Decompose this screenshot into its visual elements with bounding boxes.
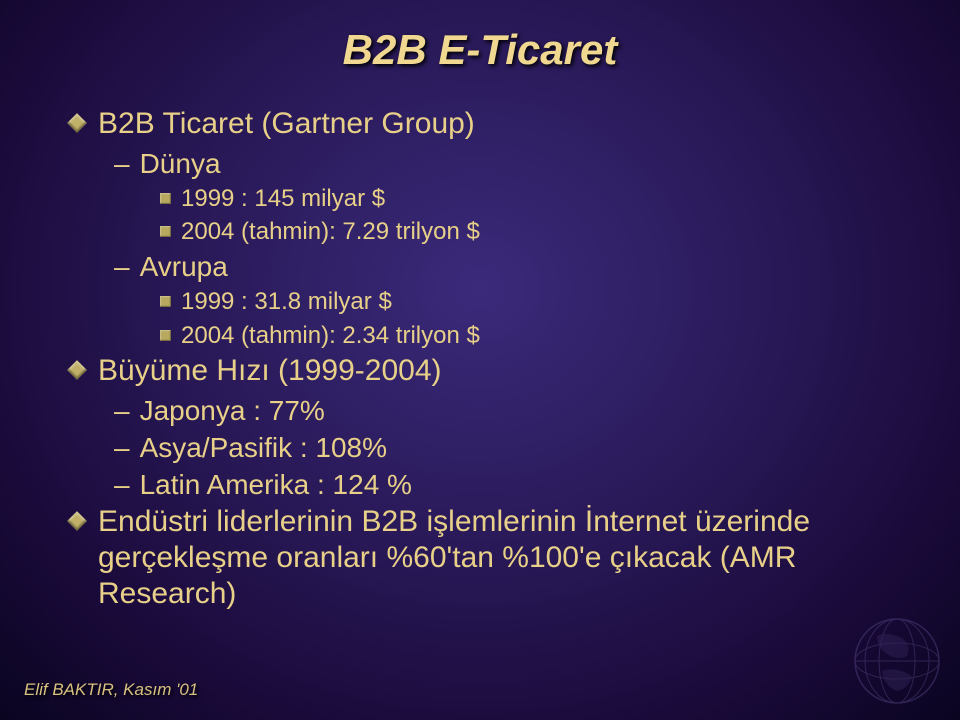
- square-icon: [160, 330, 171, 341]
- diamond-icon: [67, 360, 87, 380]
- bullet-item: 1999 : 31.8 milyar $: [160, 286, 900, 317]
- dash-icon: –: [114, 393, 130, 428]
- dash-icon: –: [114, 430, 130, 465]
- slide-title: B2B E-Ticaret: [0, 26, 960, 74]
- globe-icon: [822, 606, 942, 706]
- diamond-icon: [67, 511, 87, 531]
- bullet-item: 2004 (tahmin): 7.29 trilyon $: [160, 216, 900, 247]
- bullet-item: 1999 : 145 milyar $: [160, 183, 900, 214]
- bullet-text: Avrupa: [140, 249, 228, 284]
- bullet-text: Endüstri liderlerinin B2B işlemlerinin İ…: [98, 504, 900, 612]
- bullet-item: – Asya/Pasifik : 108%: [114, 430, 900, 465]
- bullet-text: 2004 (tahmin): 7.29 trilyon $: [181, 216, 480, 247]
- dash-icon: –: [114, 249, 130, 284]
- square-icon: [160, 296, 171, 307]
- bullet-item: – Japonya : 77%: [114, 393, 900, 428]
- footer-text: Elif BAKTIR, Kasım '01: [24, 680, 198, 700]
- bullet-text: 1999 : 145 milyar $: [181, 183, 385, 214]
- bullet-item: – Dünya: [114, 146, 900, 181]
- bullet-text: B2B Ticaret (Gartner Group): [98, 106, 475, 142]
- bullet-item: – Latin Amerika : 124 %: [114, 467, 900, 502]
- bullet-item: 2004 (tahmin): 2.34 trilyon $: [160, 320, 900, 351]
- bullet-item: Endüstri liderlerinin B2B işlemlerinin İ…: [70, 504, 900, 612]
- dash-icon: –: [114, 146, 130, 181]
- square-icon: [160, 193, 171, 204]
- bullet-item: Büyüme Hızı (1999-2004): [70, 353, 900, 389]
- bullet-text: Japonya : 77%: [140, 393, 325, 428]
- bullet-text: Latin Amerika : 124 %: [140, 467, 412, 502]
- square-icon: [160, 226, 171, 237]
- dash-icon: –: [114, 467, 130, 502]
- bullet-item: B2B Ticaret (Gartner Group): [70, 106, 900, 142]
- bullet-text: 2004 (tahmin): 2.34 trilyon $: [181, 320, 480, 351]
- bullet-text: 1999 : 31.8 milyar $: [181, 286, 392, 317]
- bullet-text: Dünya: [140, 146, 221, 181]
- bullet-text: Büyüme Hızı (1999-2004): [98, 353, 442, 389]
- bullet-text: Asya/Pasifik : 108%: [140, 430, 387, 465]
- slide-content: B2B Ticaret (Gartner Group) – Dünya 1999…: [70, 106, 900, 616]
- diamond-icon: [67, 113, 87, 133]
- bullet-item: – Avrupa: [114, 249, 900, 284]
